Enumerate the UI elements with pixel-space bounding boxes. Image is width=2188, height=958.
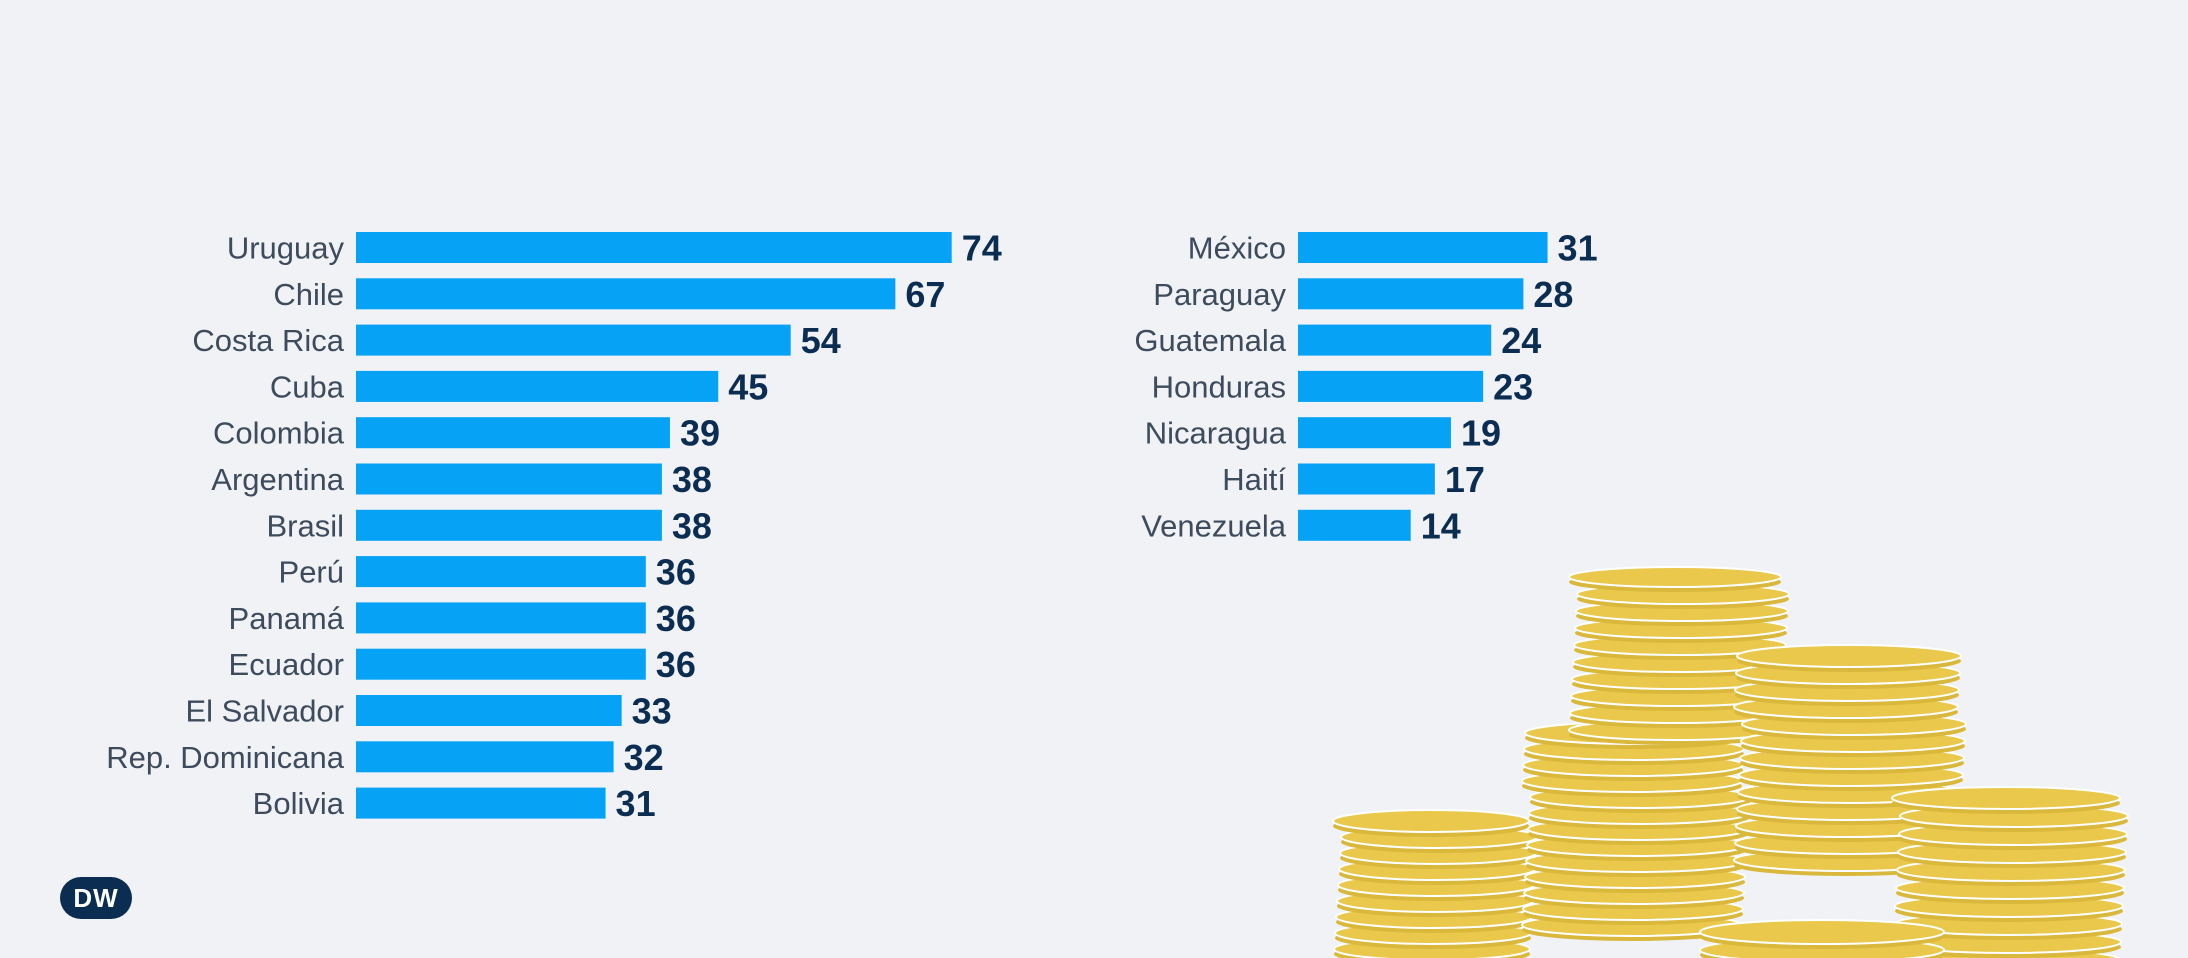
value-label: 14	[1421, 505, 1461, 546]
category-label: Rep. Dominicana	[106, 740, 345, 775]
bar	[356, 417, 670, 449]
category-label: Nicaragua	[1145, 416, 1287, 451]
bar	[1298, 324, 1492, 356]
value-label: 17	[1445, 459, 1485, 500]
bar	[1298, 417, 1451, 449]
category-label: El Salvador	[185, 694, 344, 729]
value-label: 31	[1558, 228, 1598, 269]
category-label: Panamá	[229, 601, 345, 636]
category-label: Argentina	[211, 462, 344, 497]
category-label: Ecuador	[229, 647, 344, 682]
coin-icon	[1699, 919, 1945, 949]
value-label: 36	[656, 644, 696, 685]
value-label: 36	[656, 598, 696, 639]
coin-icon	[1568, 566, 1782, 592]
value-label: 23	[1493, 366, 1533, 407]
category-label: Honduras	[1152, 369, 1286, 404]
bar-chart-right: México 31 Paraguay 28 Guatemala 24 Honduras 23 N…	[1134, 228, 1597, 547]
coin-icon	[1891, 786, 2121, 814]
bar	[356, 602, 646, 634]
value-label: 24	[1501, 320, 1541, 361]
value-label: 31	[616, 783, 656, 824]
value-label: 74	[962, 228, 1002, 269]
category-label: Cuba	[270, 369, 345, 404]
bar	[356, 648, 646, 680]
bar	[356, 695, 622, 726]
category-label: Brasil	[266, 508, 344, 543]
category-label: Bolivia	[253, 786, 345, 821]
bar	[356, 556, 646, 588]
bar	[356, 324, 791, 356]
bar	[356, 787, 606, 819]
value-label: 28	[1533, 274, 1573, 315]
category-label: México	[1188, 231, 1286, 266]
bar	[356, 509, 662, 541]
category-label: Costa Rica	[192, 323, 344, 358]
category-label: Chile	[273, 277, 344, 312]
bar	[356, 278, 896, 310]
value-label: 19	[1461, 413, 1501, 454]
bar	[1298, 232, 1548, 263]
bar	[1298, 463, 1435, 495]
value-label: 45	[728, 366, 768, 407]
category-label: Perú	[279, 555, 344, 590]
bar-chart-left: Uruguay 74 Chile 67 Costa Rica 54 Cuba 45 Colomb…	[106, 228, 1002, 825]
coin-icon	[1332, 809, 1530, 837]
category-label: Uruguay	[227, 231, 345, 266]
bar	[356, 232, 952, 263]
dw-logo-icon: DW	[60, 877, 132, 919]
value-label: 39	[680, 413, 720, 454]
value-label: 33	[632, 691, 672, 732]
category-label: Guatemala	[1134, 323, 1286, 358]
bar	[1298, 370, 1484, 402]
value-label: 38	[672, 459, 712, 500]
bar	[1298, 509, 1411, 541]
coin-icon	[1736, 644, 1962, 672]
value-label: 36	[656, 552, 696, 593]
bar	[356, 463, 662, 495]
value-label: 38	[672, 505, 712, 546]
coin-stacks-illustration	[1332, 566, 2129, 958]
value-label: 32	[624, 737, 664, 778]
bar	[1298, 278, 1524, 310]
value-label: 67	[905, 274, 945, 315]
category-label: Colombia	[213, 416, 345, 451]
bar	[356, 741, 614, 773]
bar	[356, 370, 719, 402]
category-label: Haití	[1222, 462, 1286, 497]
value-label: 54	[801, 320, 841, 361]
category-label: Venezuela	[1141, 508, 1287, 543]
category-label: Paraguay	[1153, 277, 1286, 312]
